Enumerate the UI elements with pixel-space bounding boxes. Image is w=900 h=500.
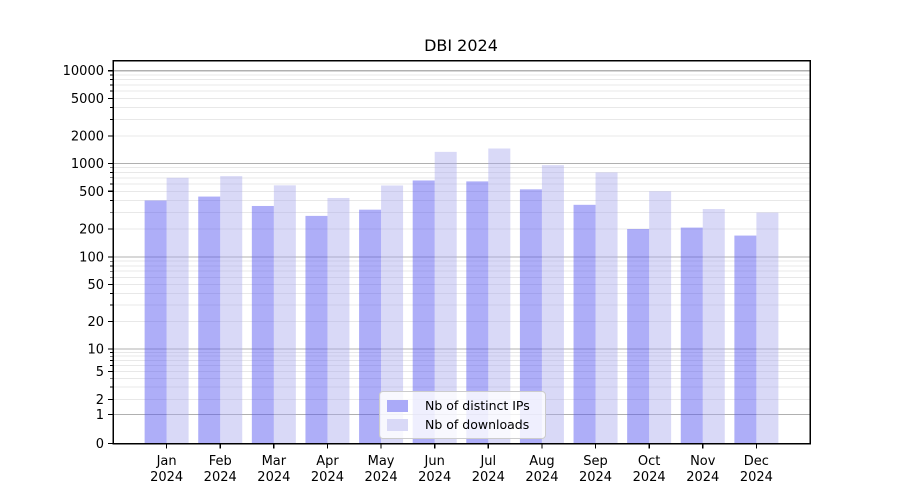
legend-swatch-downloads bbox=[387, 418, 408, 431]
x-tick-label-apr-year: 2024 bbox=[311, 470, 344, 485]
x-tick-label-dec: Dec bbox=[744, 454, 769, 469]
y-tick-label-2000: 2000 bbox=[71, 130, 104, 145]
bar-nb-of-downloads-aug-2024 bbox=[541, 165, 564, 444]
x-tick-label-may: May bbox=[368, 454, 395, 469]
bar-nb-of-downloads-jun-2024 bbox=[434, 151, 457, 444]
bar-nb-of-distinct-ips-jan-2024 bbox=[144, 200, 167, 444]
legend-label-downloads: Nb of downloads bbox=[425, 417, 530, 432]
y-tick-label-10: 10 bbox=[87, 343, 104, 358]
legend-entry-downloads: Nb of downloads bbox=[387, 415, 538, 434]
x-tick-label-aug-year: 2024 bbox=[525, 470, 558, 485]
bar-nb-of-downloads-oct-2024 bbox=[649, 191, 672, 444]
x-tick-label-nov-year: 2024 bbox=[686, 470, 719, 485]
bar-nb-of-distinct-ips-sep-2024 bbox=[573, 204, 596, 444]
x-tick-label-aug: Aug bbox=[529, 454, 554, 469]
x-tick-label-jan: Jan bbox=[156, 454, 177, 469]
bars bbox=[144, 148, 779, 444]
bar-nb-of-distinct-ips-aug-2024 bbox=[519, 189, 542, 444]
y-tick-labels: 0 12 5 10 20 50 100 200 500 1000 2000 5000 10000 bbox=[63, 64, 104, 452]
x-tick-label-may-year: 2024 bbox=[365, 470, 398, 485]
x-tick-label-jul-year: 2024 bbox=[472, 470, 505, 485]
x-tick-label-oct-year: 2024 bbox=[633, 470, 666, 485]
y-tick-label-5000: 5000 bbox=[71, 92, 104, 107]
x-tick-label-jun: Jun bbox=[424, 454, 445, 469]
x-tick-label-dec-year: 2024 bbox=[740, 470, 773, 485]
y-tick-label-2: 2 bbox=[96, 393, 104, 408]
x-tick-label-sep: Sep bbox=[583, 454, 608, 469]
y-tick-label-0: 0 bbox=[96, 437, 104, 452]
bar-nb-of-downloads-mar-2024 bbox=[273, 185, 296, 444]
y-tick-label-1: 1 bbox=[96, 408, 104, 423]
bar-nb-of-distinct-ips-dec-2024 bbox=[734, 235, 757, 444]
x-tick-label-feb: Feb bbox=[209, 454, 232, 469]
y-tick-label-20: 20 bbox=[87, 315, 104, 330]
y-tick-label-5: 5 bbox=[96, 365, 104, 380]
x-tick-label-sep-year: 2024 bbox=[579, 470, 612, 485]
x-tick-label-apr: Apr bbox=[316, 454, 339, 469]
plot-border bbox=[112, 59, 811, 445]
legend-label-distinct-ips: Nb of distinct IPs bbox=[425, 398, 530, 413]
bar-nb-of-distinct-ips-may-2024 bbox=[359, 209, 382, 444]
x-tick-labels: Jan2024Feb2024Mar2024Apr2024May2024Jun20… bbox=[150, 454, 773, 485]
minor-gridlines bbox=[113, 74, 810, 400]
x-tick-label-jun-year: 2024 bbox=[418, 470, 451, 485]
x-tick-label-jan-year: 2024 bbox=[150, 470, 183, 485]
axes-spines bbox=[112, 59, 811, 445]
bar-nb-of-downloads-jan-2024 bbox=[166, 177, 189, 444]
legend-swatch-distinct-ips bbox=[387, 399, 408, 412]
x-tick-label-jul: Jul bbox=[479, 454, 496, 469]
y-tick-label-200: 200 bbox=[79, 223, 104, 238]
bar-nb-of-downloads-sep-2024 bbox=[595, 172, 618, 444]
bar-nb-of-distinct-ips-apr-2024 bbox=[305, 215, 328, 444]
bar-nb-of-downloads-nov-2024 bbox=[702, 209, 725, 444]
bar-nb-of-downloads-apr-2024 bbox=[327, 197, 350, 444]
y-tick-label-50: 50 bbox=[87, 278, 104, 293]
y-tick-label-500: 500 bbox=[79, 185, 104, 200]
y-tick-label-10000: 10000 bbox=[63, 64, 104, 79]
bar-nb-of-distinct-ips-oct-2024 bbox=[627, 229, 650, 444]
x-tick-label-mar-year: 2024 bbox=[257, 470, 290, 485]
bar-nb-of-downloads-dec-2024 bbox=[756, 212, 779, 444]
axis-tick-marks bbox=[108, 70, 757, 449]
bar-nb-of-downloads-jul-2024 bbox=[488, 148, 511, 444]
bar-nb-of-downloads-may-2024 bbox=[381, 185, 404, 444]
bar-nb-of-distinct-ips-jul-2024 bbox=[466, 181, 489, 444]
x-tick-label-nov: Nov bbox=[690, 454, 716, 469]
bar-nb-of-distinct-ips-feb-2024 bbox=[198, 196, 221, 444]
legend: Nb of distinct IPs Nb of downloads bbox=[379, 391, 546, 439]
bar-nb-of-downloads-feb-2024 bbox=[220, 176, 243, 444]
bar-nb-of-distinct-ips-jun-2024 bbox=[412, 180, 435, 444]
bar-nb-of-distinct-ips-nov-2024 bbox=[680, 227, 703, 444]
legend-entry-distinct-ips: Nb of distinct IPs bbox=[387, 396, 538, 415]
y-tick-label-1000: 1000 bbox=[71, 157, 104, 172]
chart-title: DBI 2024 bbox=[424, 36, 498, 55]
x-tick-label-mar: Mar bbox=[262, 454, 287, 469]
x-tick-label-feb-year: 2024 bbox=[204, 470, 237, 485]
bar-nb-of-distinct-ips-mar-2024 bbox=[251, 205, 274, 444]
y-tick-label-100: 100 bbox=[79, 251, 104, 266]
x-tick-label-oct: Oct bbox=[638, 454, 660, 469]
